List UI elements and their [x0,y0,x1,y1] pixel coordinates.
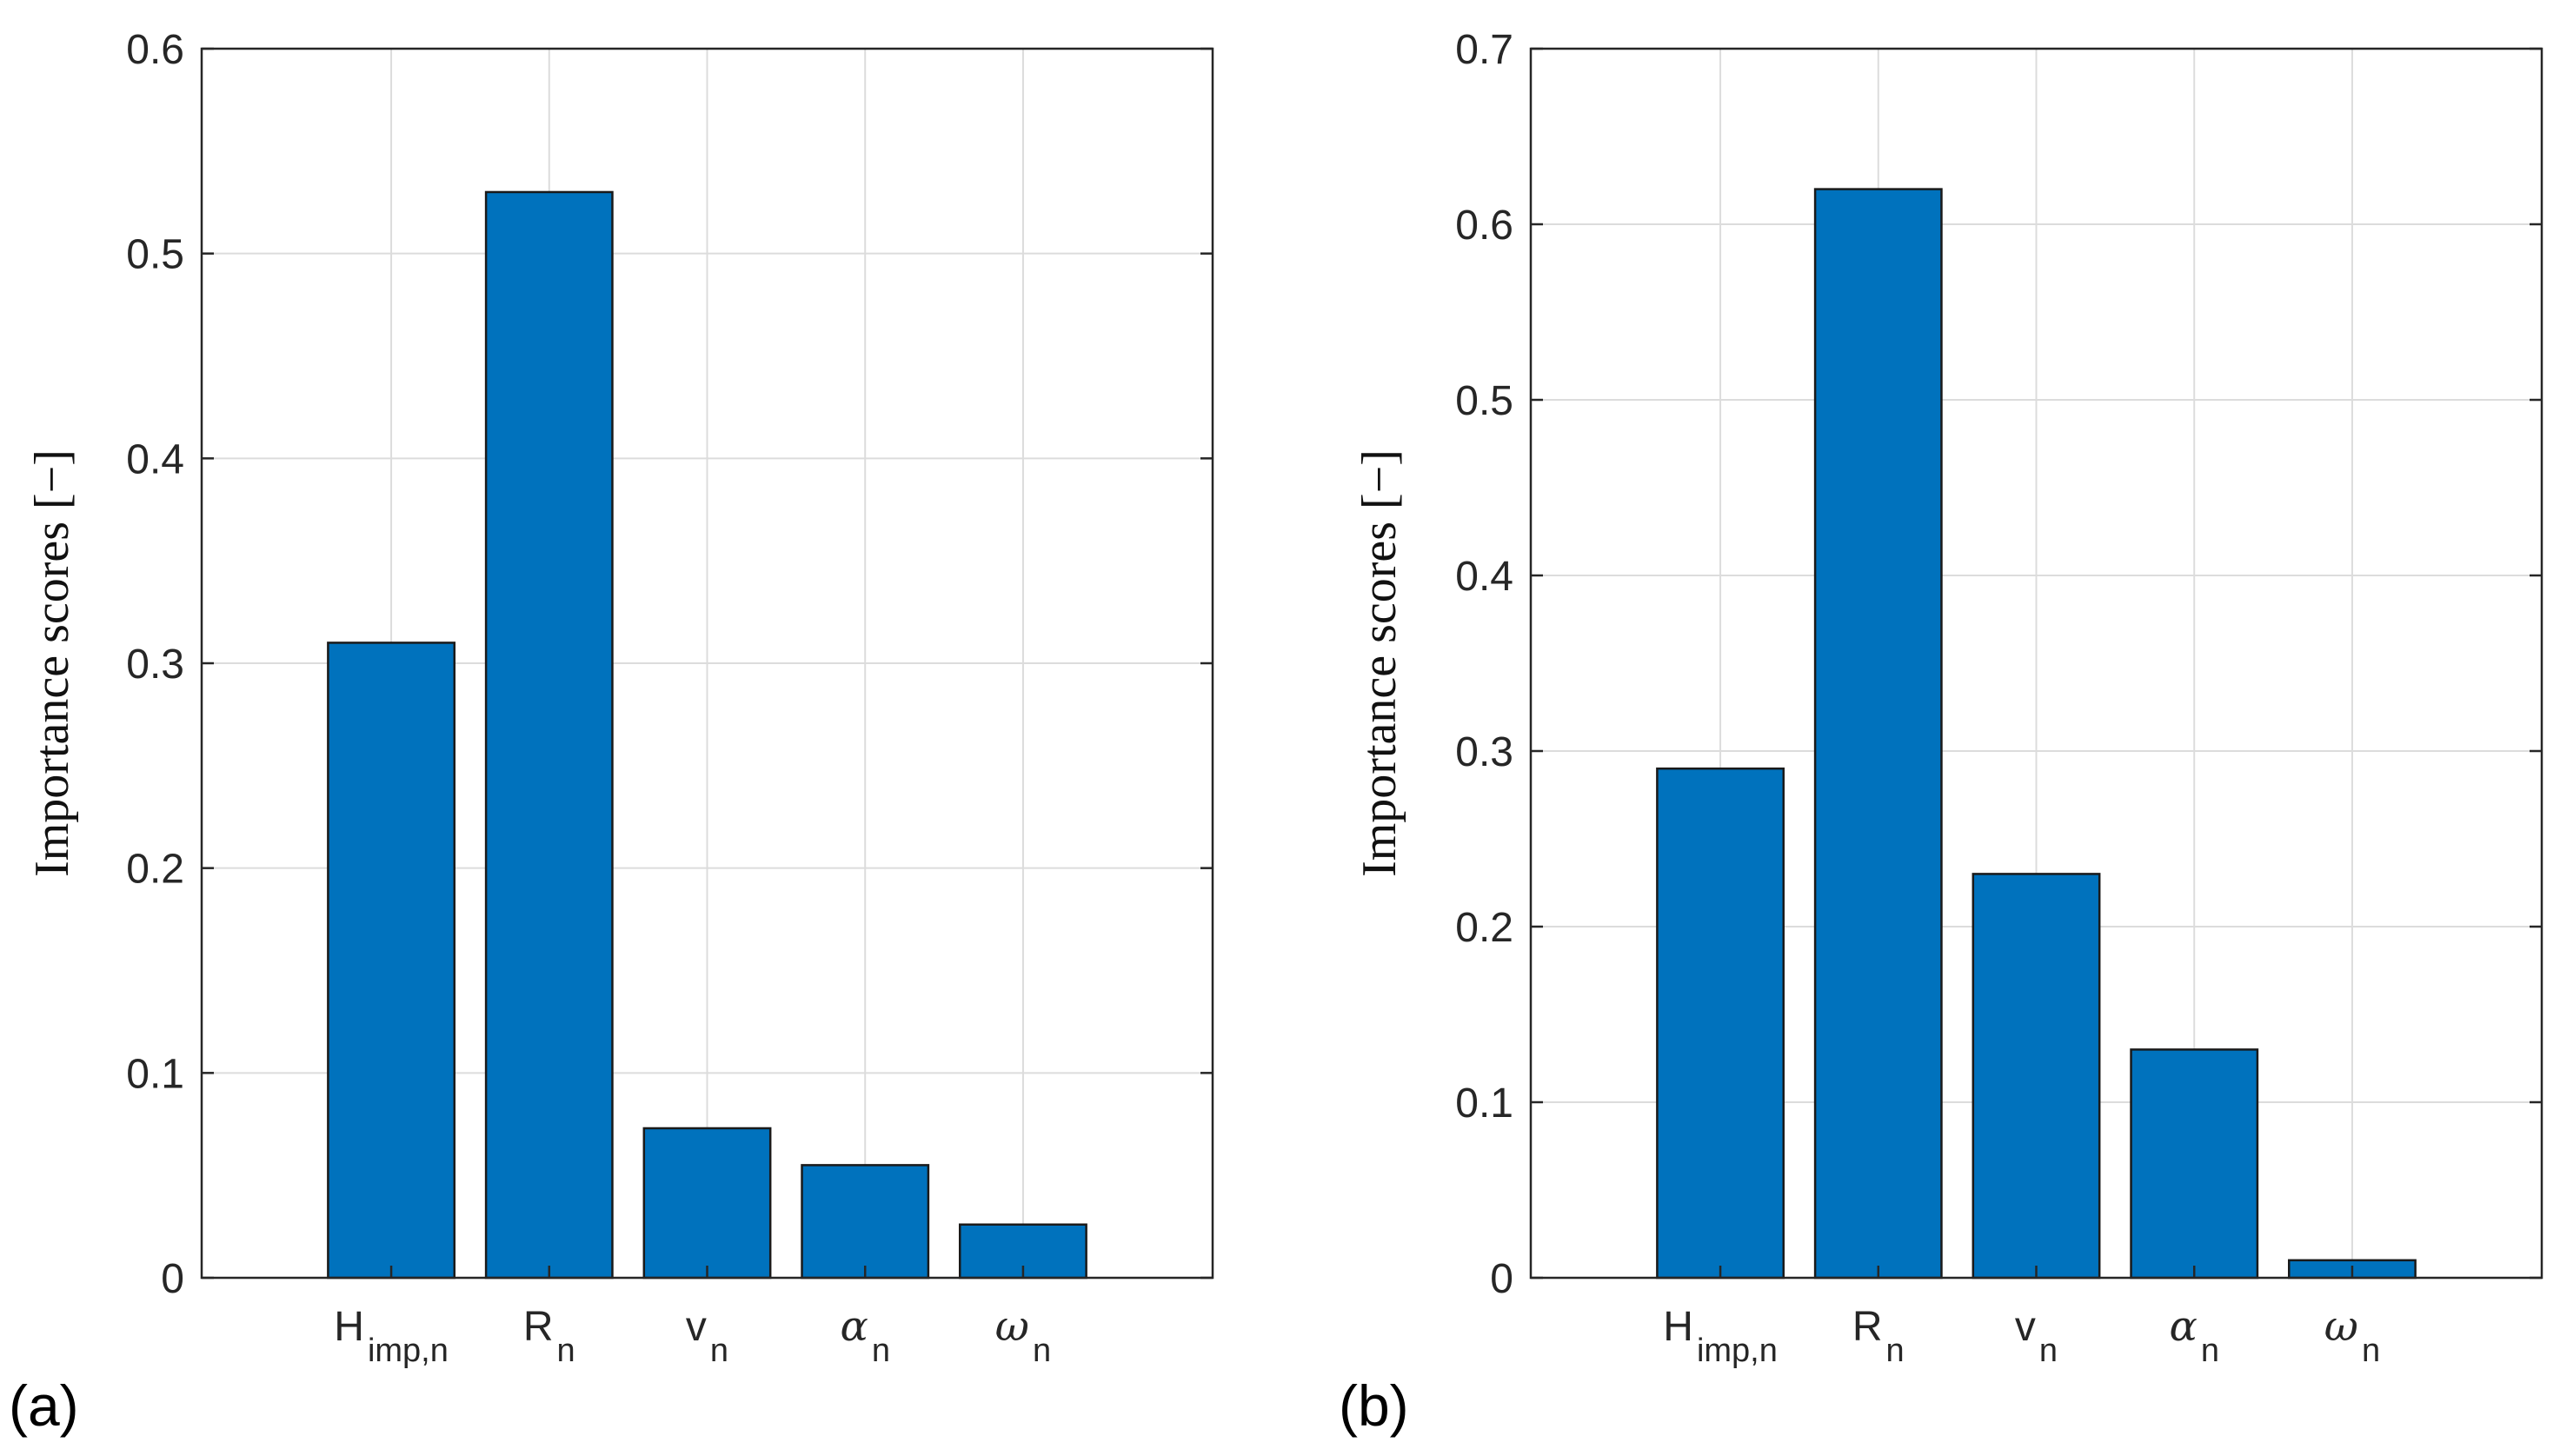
bar-4 [2130,1048,2259,1280]
panel-label: (a) [9,1373,79,1438]
x-tick-label-subscript: n [710,1333,728,1369]
x-tick-label: vn [2015,1304,2058,1369]
x-tick-label: Rn [1852,1304,1905,1369]
x-tick-label-base: v [686,1304,707,1350]
y-tick-label: 0.2 [1455,905,1513,951]
y-tick-label: 0.2 [126,847,184,893]
x-tick-label-base: R [1852,1304,1883,1350]
bar-2 [1813,188,1943,1280]
bar-3 [1972,873,2101,1280]
x-tick-label-base: R [523,1304,554,1350]
x-tick-label: Rn [523,1304,575,1369]
x-tick-label: Himp,n [334,1304,449,1369]
x-tick-label-subscript: n [2201,1333,2219,1369]
x-tick-label-subscript: imp,n [368,1333,449,1369]
x-tick-label-base: ω [2324,1302,2358,1351]
x-tick-label-subscript: n [1886,1333,1905,1369]
y-tick-label: 0.4 [1455,554,1513,600]
x-tick-label-base: H [334,1304,364,1350]
x-tick-label-subscript: imp,n [1697,1333,1778,1369]
y-tick-label: 0.3 [126,642,184,688]
x-tick-label-base: ω [995,1302,1029,1351]
x-tick-label-subscript: n [1033,1333,1051,1369]
y-tick-label: 0.5 [1455,378,1513,424]
x-tick-label-base: v [2015,1304,2036,1350]
x-tick-label: Himp,n [1663,1304,1778,1369]
x-tick-label-subscript: n [557,1333,575,1369]
y-tick-label: 0.4 [126,436,184,482]
y-axis-label: Importance scores [−] [1353,449,1406,877]
y-tick-label: 0.1 [126,1051,184,1097]
y-tick-label: 0 [161,1256,184,1302]
x-tick-label-subscript: n [2039,1333,2058,1369]
y-tick-label: 0 [1490,1256,1513,1302]
panel-label: (b) [1339,1373,1409,1438]
x-tick-label: vn [686,1304,728,1369]
bar-3 [642,1127,772,1280]
y-tick-label: 0.6 [126,27,184,73]
y-tick-label: 0.5 [126,232,184,278]
x-tick-label-subscript: n [872,1333,890,1369]
x-tick-label-base: α [840,1302,868,1351]
y-tick-label: 0.1 [1455,1080,1513,1127]
x-tick-label-base: H [1663,1304,1693,1350]
y-axis-label: Importance scores [−] [25,449,79,877]
bar-4 [801,1164,930,1280]
y-tick-label: 0.7 [1455,27,1513,73]
y-tick-label: 0.3 [1455,729,1513,775]
y-tick-label: 0.6 [1455,203,1513,249]
bar-2 [484,190,614,1280]
x-tick-label-subscript: n [2362,1333,2380,1369]
bar-1 [327,642,455,1280]
bar-1 [1656,767,1785,1280]
x-tick-label-base: α [2169,1302,2197,1351]
